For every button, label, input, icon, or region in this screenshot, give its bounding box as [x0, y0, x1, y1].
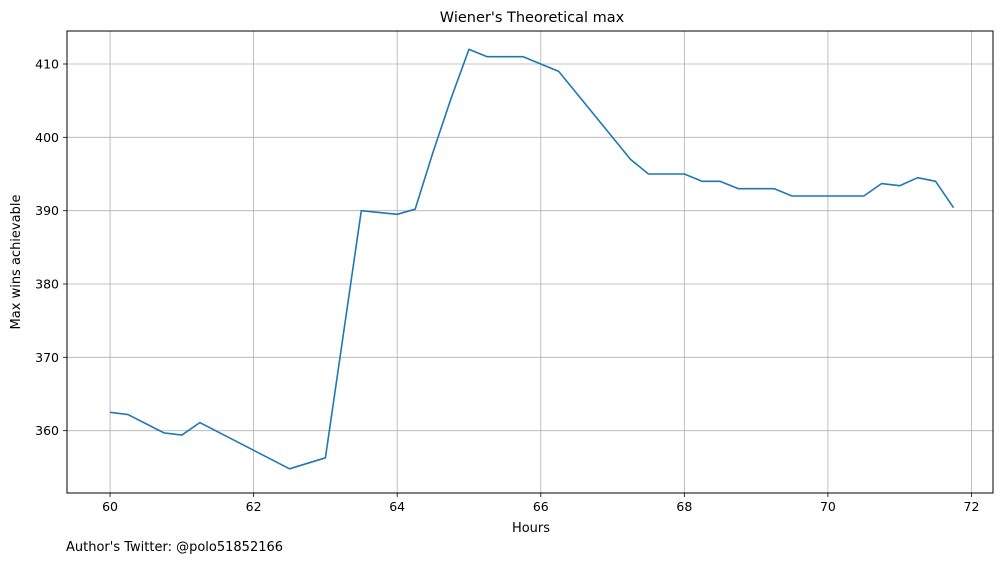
author-credit: Author's Twitter: @polo51852166: [66, 540, 283, 555]
x-tick-label: 70: [820, 499, 836, 514]
x-tick-label: 68: [676, 499, 692, 514]
plot-frame: [66, 30, 994, 494]
x-axis-label: Hours: [512, 521, 550, 536]
y-axis-label: Max wins achievable: [9, 195, 24, 330]
x-tick-label: 66: [533, 499, 549, 514]
y-tick-label: 400: [35, 130, 59, 145]
chart-title: Wiener's Theoretical max: [440, 10, 625, 26]
y-axis-ticks: 360 370 380 390 400 410: [35, 57, 67, 438]
x-tick-label: 64: [389, 499, 405, 514]
y-tick-label: 410: [35, 57, 59, 72]
x-tick-label: 72: [964, 499, 980, 514]
y-tick-label: 390: [35, 203, 59, 218]
series-layer: [109, 48, 955, 470]
y-tick-label: 380: [35, 277, 59, 292]
y-tick-label: 370: [35, 350, 59, 365]
x-tick-label: 62: [246, 499, 262, 514]
x-axis-ticks: 60 62 64 66 68 70 72: [102, 493, 979, 514]
x-tick-label: 60: [102, 499, 118, 514]
grid-lines: [67, 31, 993, 493]
y-tick-label: 360: [35, 423, 59, 438]
series-line: [109, 48, 955, 470]
